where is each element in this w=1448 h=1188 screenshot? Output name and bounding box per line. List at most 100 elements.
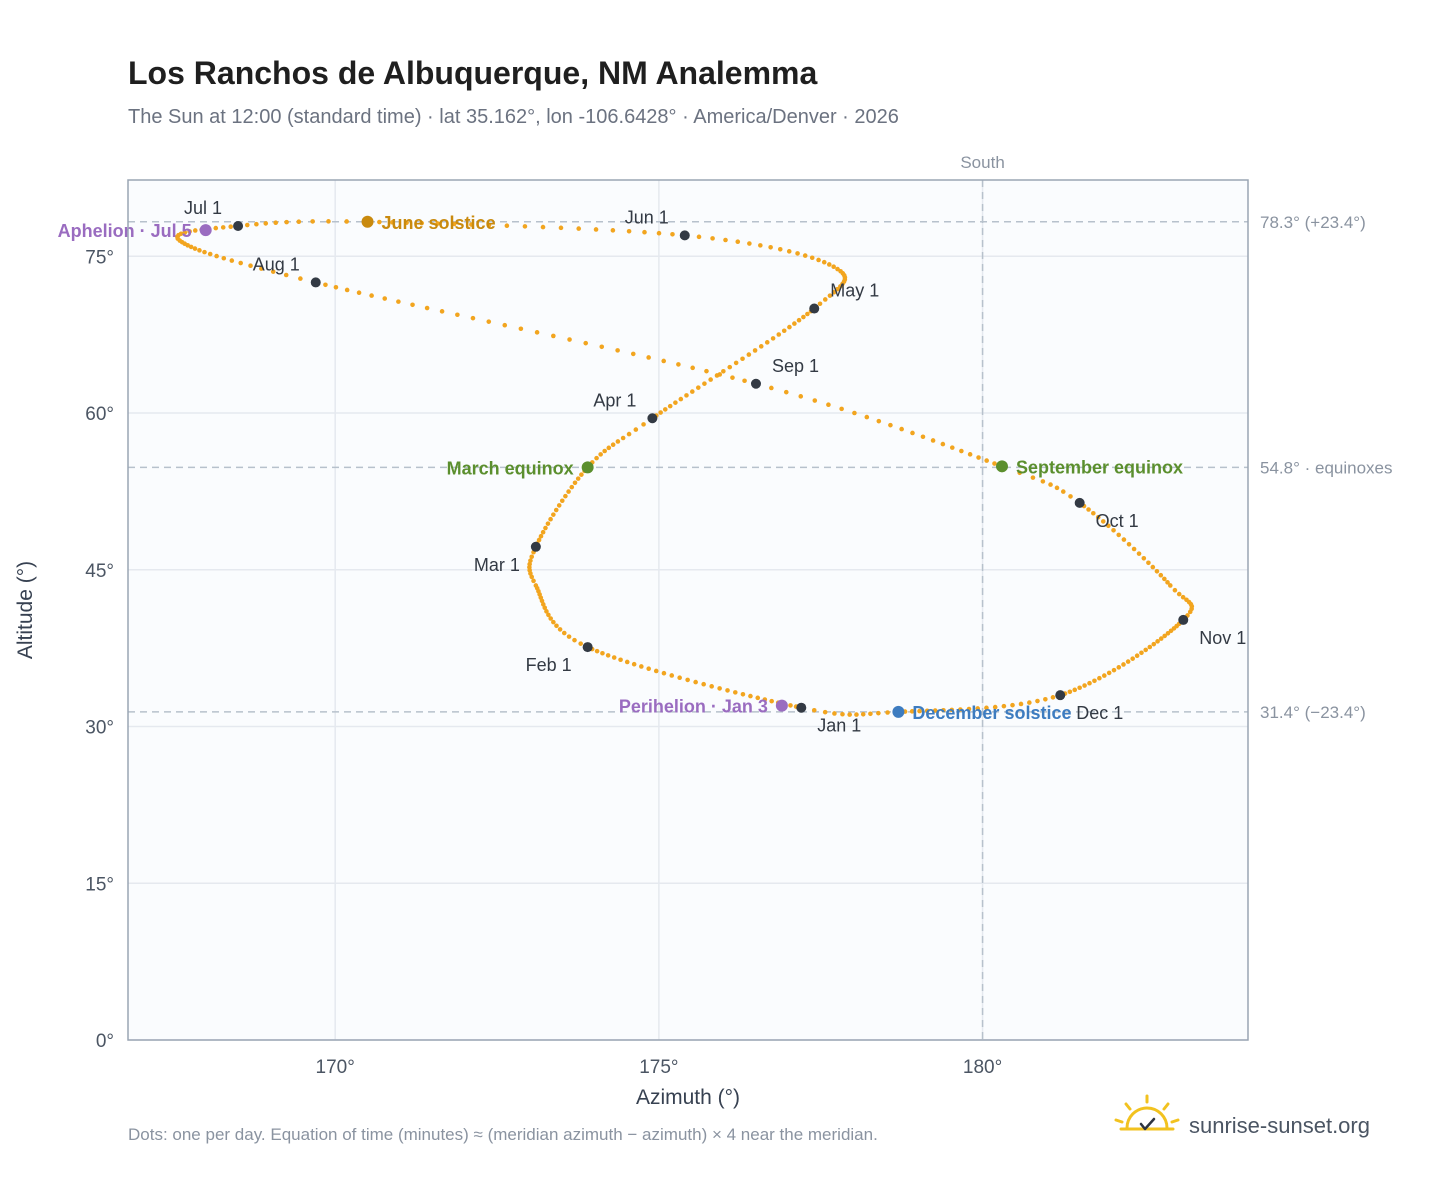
analemma-day-dot xyxy=(732,690,738,695)
analemma-day-dot xyxy=(1116,665,1122,670)
sun-logo-icon xyxy=(1114,1094,1180,1131)
analemma-day-dot xyxy=(685,677,690,683)
month-marker xyxy=(647,413,658,424)
analemma-day-dot xyxy=(551,619,556,625)
analemma-day-dot xyxy=(1146,560,1151,566)
analemma-day-dot xyxy=(1001,703,1007,709)
analemma-day-dot xyxy=(798,394,804,399)
analemma-day-dot xyxy=(769,698,774,704)
brand-name: sunrise-sunset.org xyxy=(1189,1113,1370,1138)
analemma-day-dot xyxy=(758,243,763,248)
analemma-day-dot xyxy=(569,484,575,490)
analemma-day-dot xyxy=(1131,546,1137,552)
analemma-day-dot xyxy=(424,305,430,311)
analemma-day-dot xyxy=(740,356,745,362)
analemma-day-dot xyxy=(1086,507,1091,512)
analemma-day-dot xyxy=(805,311,810,317)
analemma-day-dot xyxy=(626,431,632,437)
analemma-day-dot xyxy=(1141,555,1147,561)
analemma-day-dot xyxy=(941,707,946,713)
analemma-day-dot xyxy=(831,264,836,270)
analemma-day-dot xyxy=(551,333,556,339)
analemma-day-dot xyxy=(540,529,546,535)
analemma-day-dot xyxy=(470,315,476,321)
analemma-day-dot xyxy=(559,498,565,504)
analemma-day-dot xyxy=(758,344,764,349)
x-tick-label: 180° xyxy=(963,1057,1002,1078)
y-tick-label: 60° xyxy=(85,404,114,425)
analemma-day-dot xyxy=(930,438,936,443)
analemma-day-dot xyxy=(949,707,955,713)
month-marker xyxy=(233,220,244,231)
analemma-day-dot xyxy=(602,448,607,454)
analemma-day-dot xyxy=(1040,479,1046,484)
analemma-day-dot xyxy=(527,561,532,567)
analemma-day-dot xyxy=(213,225,219,231)
analemma-day-dot xyxy=(396,299,401,304)
analemma-day-dot xyxy=(1054,485,1060,491)
analemma-day-dot xyxy=(764,340,770,345)
analemma-day-dot xyxy=(669,673,675,678)
reference-line-label: 54.8° · equinoxes xyxy=(1260,458,1393,477)
x-tick-label: 170° xyxy=(316,1057,355,1078)
analemma-day-dot xyxy=(187,229,192,234)
analemma-day-dot xyxy=(298,276,303,281)
analemma-day-dot xyxy=(548,616,553,621)
analemma-day-dot xyxy=(876,418,882,424)
analemma-day-dot xyxy=(1158,636,1164,641)
analemma-day-dot xyxy=(1092,678,1097,684)
analemma-day-dot xyxy=(690,389,695,394)
analemma-day-dot xyxy=(1150,564,1156,570)
month-label: May 1 xyxy=(830,281,879,301)
analemma-day-dot xyxy=(390,220,395,225)
month-label: Apr 1 xyxy=(593,390,636,410)
analemma-day-dot xyxy=(536,537,542,543)
event-label: December solstice xyxy=(912,703,1071,723)
analemma-day-dot xyxy=(1100,519,1106,524)
analemma-day-dot xyxy=(451,221,457,227)
analemma-day-dot xyxy=(809,255,815,261)
analemma-day-dot xyxy=(710,236,715,241)
analemma-day-dot xyxy=(835,286,840,292)
analemma-day-dot xyxy=(822,709,828,715)
month-marker xyxy=(809,303,820,314)
analemma-day-dot xyxy=(1168,583,1173,588)
analemma-day-dot xyxy=(214,253,219,259)
analemma-day-dot xyxy=(1095,514,1101,520)
analemma-day-dot xyxy=(344,219,349,224)
analemma-day-dot xyxy=(548,516,553,522)
analemma-day-dot xyxy=(529,574,535,580)
analemma-day-dot xyxy=(419,220,424,226)
analemma-day-dot xyxy=(1139,650,1144,656)
analemma-day-dot xyxy=(1151,641,1157,647)
analemma-day-dot xyxy=(899,426,904,432)
analemma-day-dot xyxy=(940,441,946,447)
analemma-day-dot xyxy=(229,258,235,263)
analemma-day-dot xyxy=(558,225,564,231)
analemma-day-dot xyxy=(888,422,893,428)
y-tick-label: 30° xyxy=(85,718,114,739)
analemma-day-dot xyxy=(544,609,549,614)
analemma-day-dot xyxy=(708,377,713,382)
analemma-day-dot xyxy=(639,664,644,669)
analemma-day-dot xyxy=(783,389,789,395)
month-marker xyxy=(1178,614,1189,625)
event-label: March equinox xyxy=(447,458,574,478)
month-label: Sep 1 xyxy=(772,356,819,376)
month-marker xyxy=(796,702,807,713)
analemma-day-dot xyxy=(244,222,250,228)
y-tick-label: 0° xyxy=(96,1031,114,1052)
analemma-day-dot xyxy=(575,476,581,481)
analemma-day-dot xyxy=(646,355,651,360)
analemma-day-dot xyxy=(661,358,667,364)
analemma-day-dot xyxy=(593,227,599,232)
analemma-day-dot xyxy=(1116,532,1122,538)
analemma-day-dot xyxy=(572,480,578,486)
analemma-day-dot xyxy=(1143,647,1149,653)
event-marker xyxy=(892,705,905,718)
analemma-day-dot xyxy=(770,336,776,341)
analemma-day-dot xyxy=(811,707,817,713)
analemma-day-dot xyxy=(344,287,350,293)
analemma-day-dot xyxy=(822,297,828,302)
analemma-day-dot xyxy=(1155,639,1160,644)
